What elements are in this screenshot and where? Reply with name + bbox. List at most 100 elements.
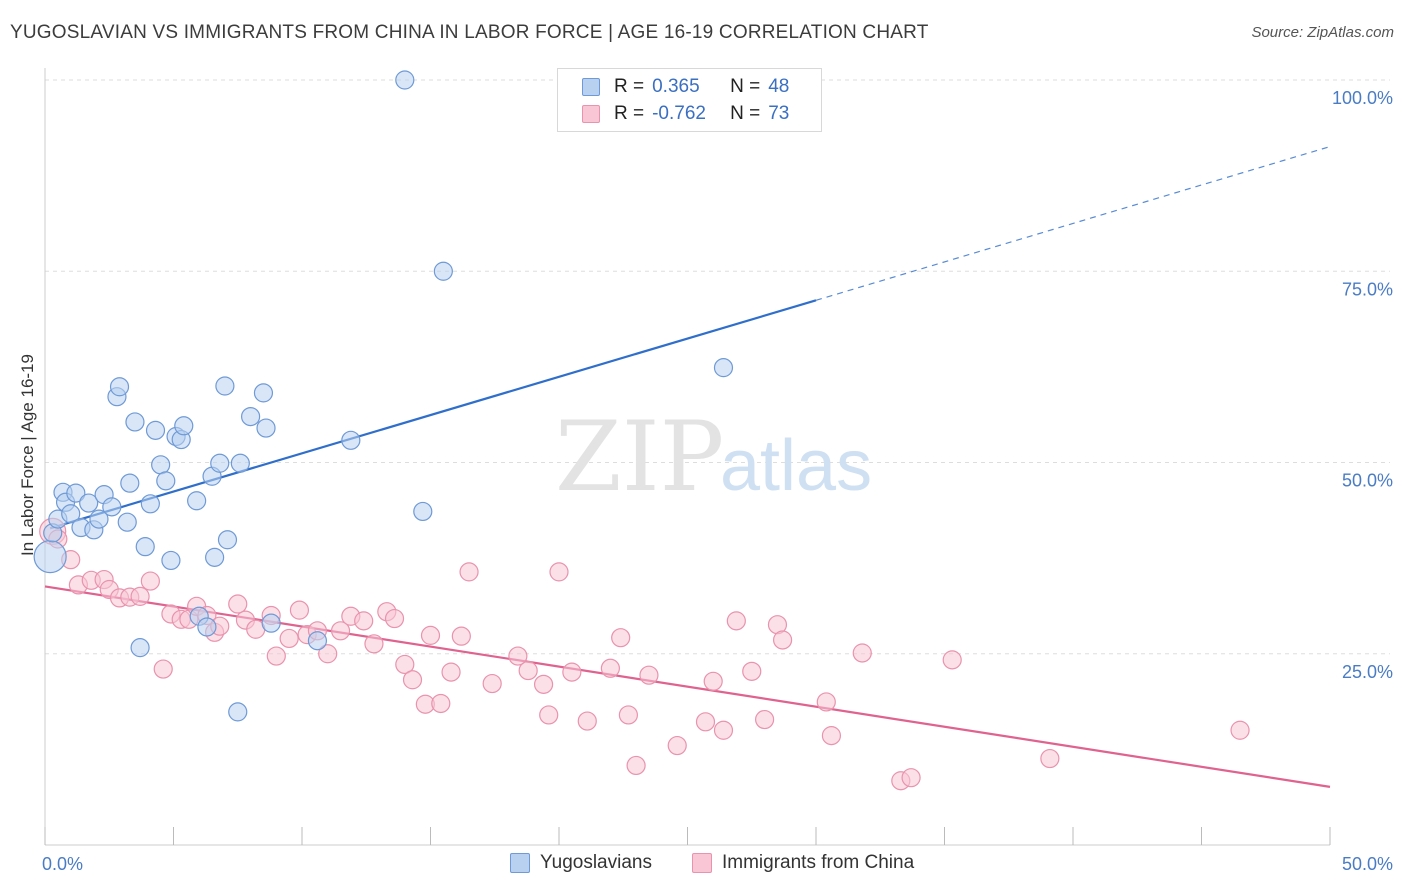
data-point-china bbox=[431, 693, 451, 714]
stats-legend: R = 0.365 N = 48 R = -0.762 N = 73 bbox=[557, 68, 822, 132]
data-point-china bbox=[482, 673, 502, 694]
chart-title: YUGOSLAVIAN VS IMMIGRANTS FROM CHINA IN … bbox=[10, 22, 929, 43]
chart-source: Source: ZipAtlas.com bbox=[1251, 24, 1394, 41]
data-point-yugoslavian bbox=[120, 473, 140, 493]
data-point-china bbox=[395, 654, 415, 675]
data-point-yugoslavian bbox=[713, 358, 734, 378]
legend-label: Immigrants from China bbox=[722, 852, 915, 873]
data-point-china bbox=[713, 720, 734, 740]
y-tick-label: 75.0% bbox=[1342, 279, 1393, 299]
data-point-china bbox=[816, 692, 836, 712]
data-point-china bbox=[539, 705, 559, 725]
data-point-yugoslavian bbox=[174, 416, 194, 436]
x-tick-label: 0.0% bbox=[42, 854, 83, 874]
data-point-china bbox=[626, 755, 646, 776]
data-point-yugoslavian bbox=[241, 407, 261, 427]
data-point-china bbox=[667, 735, 687, 756]
data-point-china bbox=[600, 658, 621, 678]
data-point-china bbox=[618, 705, 638, 725]
data-point-china bbox=[577, 711, 597, 731]
legend-label: Yugoslavians bbox=[540, 852, 652, 873]
data-point-china bbox=[726, 611, 746, 631]
data-point-yugoslavian bbox=[156, 471, 176, 491]
legend-item-immigrants-from-china[interactable]: Immigrants from China bbox=[692, 852, 914, 874]
y-tick-label: 50.0% bbox=[1342, 471, 1393, 491]
n-value: 73 bbox=[768, 103, 790, 124]
trend-line-yugoslavians bbox=[49, 299, 817, 530]
data-point-china bbox=[562, 662, 582, 682]
legend-swatch-pink bbox=[692, 853, 712, 873]
y-tick-label: 100.0% bbox=[1332, 88, 1393, 108]
data-point-china bbox=[639, 665, 659, 685]
data-point-yugoslavian bbox=[187, 491, 207, 511]
data-point-yugoslavian bbox=[145, 420, 166, 440]
trend-line-immigrants-from-china bbox=[44, 585, 1331, 788]
n-label: N = bbox=[730, 76, 761, 97]
data-point-china bbox=[354, 611, 374, 631]
data-point-yugoslavian bbox=[256, 418, 276, 438]
data-point-yugoslavian bbox=[117, 512, 137, 532]
points-immigrants-from-china bbox=[39, 517, 1250, 791]
data-point-china bbox=[754, 709, 775, 730]
n-value: 48 bbox=[768, 76, 790, 97]
axes bbox=[44, 68, 1331, 846]
data-point-yugoslavian bbox=[79, 493, 99, 513]
r-label: R = bbox=[614, 103, 645, 124]
data-point-china bbox=[1230, 720, 1250, 740]
data-point-china bbox=[289, 600, 310, 620]
data-point-yugoslavian bbox=[261, 613, 281, 633]
data-point-china bbox=[130, 586, 150, 606]
watermark-zip: ZIP bbox=[555, 401, 724, 513]
data-point-china bbox=[772, 630, 793, 650]
data-point-china bbox=[228, 594, 248, 614]
data-point-china bbox=[901, 768, 921, 788]
data-point-yugoslavian bbox=[228, 702, 248, 722]
data-point-yugoslavian bbox=[307, 631, 328, 651]
data-point-yugoslavian bbox=[109, 377, 130, 397]
data-point-yugoslavian bbox=[205, 547, 225, 567]
data-point-yugoslavian bbox=[140, 494, 160, 514]
data-point-yugoslavian bbox=[161, 550, 181, 571]
data-point-china bbox=[549, 562, 569, 582]
data-point-yugoslavian bbox=[130, 638, 150, 658]
data-point-china bbox=[266, 646, 286, 666]
data-point-china bbox=[611, 628, 631, 648]
data-point-china bbox=[1040, 748, 1060, 769]
data-point-yugoslavian bbox=[151, 455, 171, 475]
data-point-china bbox=[384, 608, 405, 629]
legend-row-immigrants-from-china: R = -0.762 N = 73 bbox=[582, 102, 789, 126]
data-point-china bbox=[140, 571, 160, 591]
n-label: N = bbox=[730, 103, 761, 124]
data-point-china bbox=[695, 712, 716, 732]
r-value: 0.365 bbox=[652, 76, 700, 97]
data-point-yugoslavian bbox=[253, 383, 274, 403]
data-point-china bbox=[821, 726, 842, 746]
data-point-china bbox=[518, 660, 538, 681]
legend-item-yugoslavians[interactable]: Yugoslavians bbox=[510, 852, 652, 874]
trend-line-yugoslavians-extension bbox=[815, 145, 1331, 301]
series-legend: Yugoslavians Immigrants from China bbox=[0, 852, 1406, 878]
data-point-china bbox=[364, 634, 384, 654]
data-point-china bbox=[852, 643, 872, 663]
data-point-china bbox=[441, 662, 461, 682]
data-point-china bbox=[533, 674, 554, 694]
data-point-china bbox=[942, 650, 962, 670]
r-label: R = bbox=[614, 76, 645, 97]
tick-labels: 25.0% 50.0% 75.0% 100.0% 0.0% 50.0% bbox=[42, 88, 1393, 874]
x-tick-label: 50.0% bbox=[1342, 854, 1393, 874]
y-tick-label: 25.0% bbox=[1342, 662, 1393, 682]
data-point-yugoslavian bbox=[341, 430, 361, 450]
data-point-yugoslavian bbox=[395, 70, 415, 90]
data-point-yugoslavian bbox=[215, 376, 235, 396]
data-point-china bbox=[451, 626, 471, 646]
data-point-china bbox=[420, 625, 441, 645]
legend-swatch-blue bbox=[582, 78, 600, 96]
data-point-china bbox=[703, 671, 723, 691]
data-point-yugoslavian bbox=[61, 504, 81, 524]
y-axis-label: In Labor Force | Age 16-19 bbox=[18, 354, 37, 556]
points-yugoslavians bbox=[33, 70, 734, 722]
legend-swatch-blue bbox=[510, 853, 530, 873]
trend-lines bbox=[44, 145, 1331, 788]
r-value: -0.762 bbox=[652, 103, 706, 124]
